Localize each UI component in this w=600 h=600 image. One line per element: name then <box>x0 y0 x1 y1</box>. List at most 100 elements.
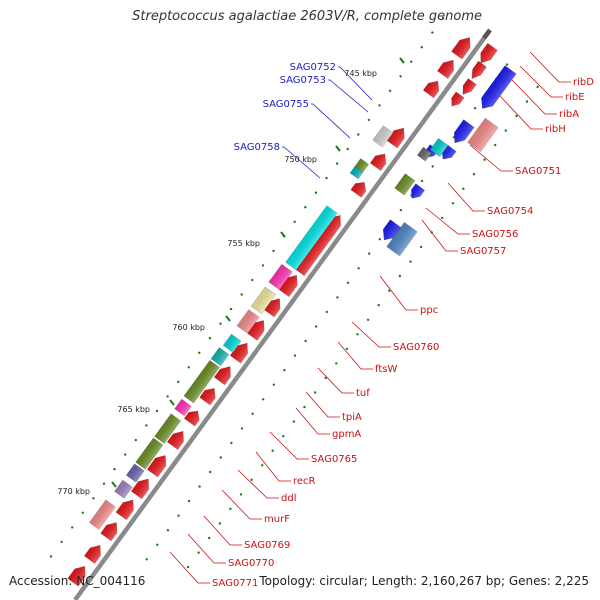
reverse-gene-arrow <box>67 565 86 587</box>
outer-position-dot <box>208 536 211 540</box>
label-ribh: ribH <box>545 124 566 135</box>
label-ddl: ddl <box>281 493 296 504</box>
reverse-gene-block <box>183 360 220 404</box>
label-sag0753-leader <box>328 79 369 113</box>
reverse-gene-arrow-shade <box>230 343 248 364</box>
inner-position-dot <box>388 89 392 93</box>
reverse-gene-block-shade <box>372 125 394 148</box>
inner-position-dot <box>431 31 434 34</box>
reverse-gene-arrow-shade <box>67 566 86 587</box>
outer-position-dot <box>451 202 455 205</box>
outer-position-dot <box>409 260 412 263</box>
forward-position-dot <box>262 398 265 401</box>
outer-position-dot <box>419 245 423 249</box>
forward-gene-arrow <box>410 183 425 199</box>
forward-gene-arrow-shade <box>411 183 425 199</box>
forward-position-dot <box>368 252 371 255</box>
reverse-gene-block <box>114 479 133 499</box>
outer-position-dot <box>239 493 243 496</box>
top-reverse-gene-shade <box>480 43 498 63</box>
outer-position-dot <box>441 216 444 220</box>
inner-position-dot <box>145 424 148 427</box>
label-ftsw: ftsW <box>375 364 397 375</box>
label-sag0754-leader <box>447 182 485 212</box>
inner-position-dot <box>92 497 95 500</box>
forward-position-dot <box>315 325 318 328</box>
label-recr-leader <box>255 451 291 482</box>
label-sag0770-leader <box>187 533 226 564</box>
reverse-gene-arrow <box>183 410 200 427</box>
inner-position-dot <box>49 555 53 558</box>
inner-position-dot <box>272 249 275 253</box>
label-ribd-leader <box>529 51 571 83</box>
forward-gene-arrow-shade <box>430 138 449 157</box>
scale-ticks: 745 kbp 750 kbp 755 kbp 760 kbp 765 kbp 770 k… <box>57 57 405 496</box>
label-sag0760: SAG0760 <box>393 342 439 353</box>
label-ddl-leader <box>237 469 279 499</box>
reverse-gene-block <box>372 125 394 148</box>
inner-position-dot <box>124 453 127 456</box>
top-reverse-gene-shade <box>471 61 487 79</box>
label-ribd: ribD <box>573 77 594 88</box>
reverse-gene-arrow <box>146 455 167 478</box>
reverse-gene-arrow-shade <box>278 275 298 297</box>
reverse-gene-block-shade <box>183 360 220 404</box>
reverse-gene-block <box>250 286 277 315</box>
label-sag0765: SAG0765 <box>311 454 357 465</box>
label-murf-leader <box>221 489 262 520</box>
reverse-gene-block <box>210 347 230 367</box>
forward-position-dot <box>272 383 275 386</box>
label-sag0769: SAG0769 <box>244 540 290 551</box>
outer-position-dot <box>525 100 529 103</box>
forward-gene-arrow-shade <box>394 173 415 196</box>
scale-tick <box>111 481 117 488</box>
reverse-gene-arrow-shade <box>167 431 184 450</box>
label-gpma: gpmA <box>332 429 361 440</box>
inner-position-dot <box>314 191 318 194</box>
forward-position-dot <box>187 499 191 503</box>
reverse-gene-block <box>354 158 370 173</box>
inner-position-dot <box>357 133 360 136</box>
label-recr: recR <box>293 476 316 487</box>
reverse-gene-arrow <box>369 153 387 172</box>
reverse-gene-arrow <box>437 59 454 79</box>
label-sag0754: SAG0754 <box>487 206 533 217</box>
forward-gene-arrow-shade <box>454 119 475 143</box>
inner-position-dot <box>155 409 159 413</box>
inner-position-dot <box>81 511 85 514</box>
forward-position-dot <box>166 529 170 532</box>
forward-position-dot <box>209 470 212 474</box>
inner-position-dot <box>229 307 233 311</box>
reverse-gene-block <box>236 309 260 334</box>
gene-labels: SAG0752 SAG0753 SAG0755 SAG0758 ribD ribE ribA… <box>212 62 594 589</box>
reverse-gene-arrow-shade <box>199 388 216 406</box>
reverse-gene-arrow-shade <box>246 320 265 341</box>
label-tuf-leader <box>317 367 354 394</box>
label-sag0771: SAG0771 <box>212 578 258 589</box>
forward-position-dot <box>399 208 403 212</box>
reverse-gene-arrow <box>115 499 134 521</box>
reverse-gene-arrow-shade <box>214 366 231 385</box>
reverse-gene-arrow-shade <box>131 478 149 499</box>
inner-position-dot <box>187 366 190 369</box>
inner-position-dot <box>198 351 201 354</box>
reverse-gene-arrow-shade <box>100 522 118 541</box>
inner-position-dot <box>208 337 212 340</box>
outer-position-dot <box>345 347 349 351</box>
forward-gene-arrow <box>394 173 416 196</box>
top-reverse-gene-shade <box>451 91 465 107</box>
forward-position-dot <box>420 179 424 183</box>
top-reverse-gene-shade <box>462 78 477 95</box>
outer-position-dot <box>356 333 359 336</box>
label-sag0751: SAG0751 <box>515 166 561 177</box>
label-sag0757-leader <box>421 219 458 252</box>
reverse-gene-block <box>349 166 364 180</box>
forward-gene-arrow-shade <box>481 65 517 109</box>
top-reverse-gene <box>451 91 465 107</box>
reverse-gene-block-shade <box>350 166 363 179</box>
label-ppc-leader <box>379 275 418 311</box>
label-sag0765-leader <box>269 431 309 460</box>
reverse-gene-arrow-shade <box>184 411 200 427</box>
reverse-gene-block-shade <box>354 158 369 173</box>
inner-position-dot <box>346 147 349 151</box>
